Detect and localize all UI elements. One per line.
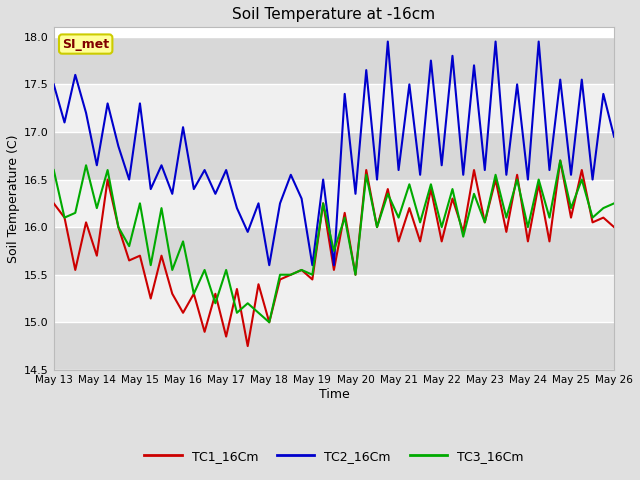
Y-axis label: Soil Temperature (C): Soil Temperature (C) — [7, 134, 20, 263]
Bar — [54, 322, 614, 370]
Bar — [54, 227, 614, 275]
Bar — [54, 275, 614, 322]
Title: Soil Temperature at -16cm: Soil Temperature at -16cm — [232, 7, 435, 22]
X-axis label: Time: Time — [319, 387, 349, 400]
Bar — [54, 84, 614, 132]
Bar — [54, 37, 614, 84]
Text: SI_met: SI_met — [62, 37, 109, 50]
Bar — [54, 180, 614, 227]
Bar — [54, 132, 614, 180]
Legend: TC1_16Cm, TC2_16Cm, TC3_16Cm: TC1_16Cm, TC2_16Cm, TC3_16Cm — [139, 444, 529, 468]
